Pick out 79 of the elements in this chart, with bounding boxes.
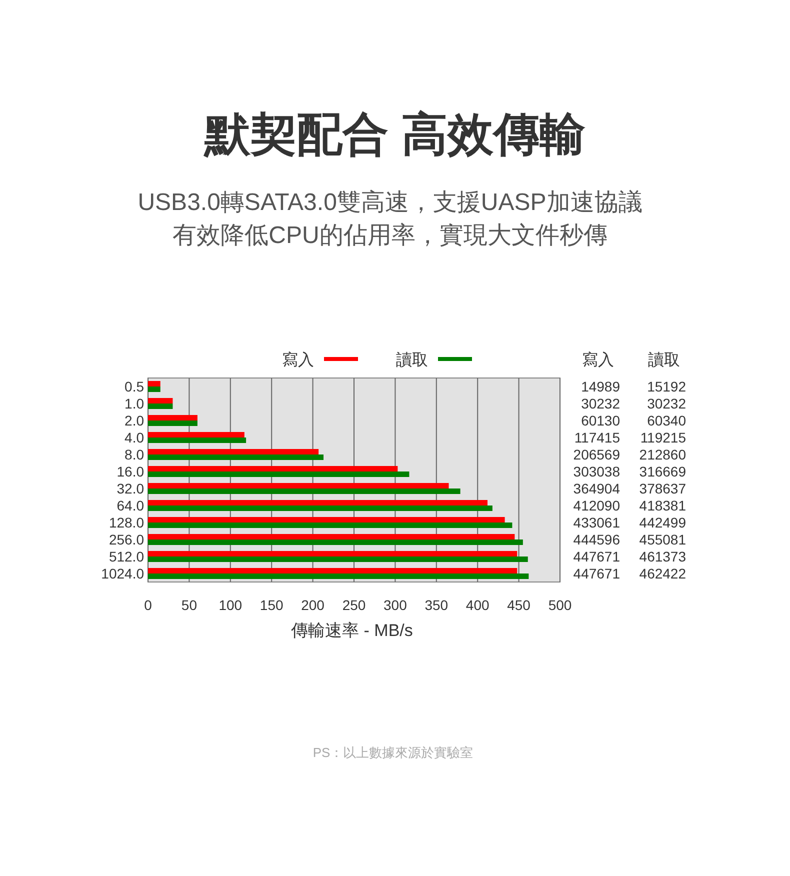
bar: [148, 472, 410, 477]
bar: [148, 534, 515, 540]
y-tick-label: 1.0: [124, 396, 144, 412]
text: 461373: [639, 548, 686, 564]
text: 寫入: [582, 352, 614, 369]
bar: [148, 574, 529, 579]
bar: [148, 386, 160, 392]
text: 206569: [573, 446, 620, 462]
text: 433061: [573, 514, 620, 530]
x-tick-label: 100: [218, 597, 242, 613]
x-tick-label: 0: [144, 597, 152, 613]
bar: [148, 449, 319, 454]
text: 447671: [573, 566, 620, 582]
y-tick-label: 512.0: [108, 548, 144, 564]
text: 316669: [639, 464, 686, 480]
x-tick-label: 50: [181, 597, 198, 613]
y-tick-label: 32.0: [116, 480, 144, 496]
x-tick-label: 150: [260, 597, 284, 613]
bar: [148, 540, 523, 545]
bar: [148, 522, 512, 528]
bar: [148, 488, 460, 494]
bar: [148, 381, 160, 386]
text: 303038: [573, 464, 620, 480]
text: 60130: [581, 412, 620, 428]
text: 讀取: [648, 352, 680, 369]
x-tick-label: 200: [301, 597, 325, 613]
text: 30232: [647, 396, 686, 412]
text: 378637: [639, 480, 686, 496]
bar: [148, 438, 246, 443]
y-tick-label: 64.0: [116, 498, 144, 514]
bar: [148, 483, 449, 488]
bar: [148, 500, 488, 506]
y-tick-label: 8.0: [124, 446, 144, 462]
bar: [148, 466, 398, 472]
legend-label: 讀取: [396, 351, 428, 369]
bar: [148, 432, 244, 438]
x-tick-label: 400: [466, 597, 490, 613]
bar: [148, 506, 492, 511]
y-tick-label: 0.5: [124, 378, 144, 394]
bar: [148, 398, 173, 404]
x-tick-label: 500: [548, 597, 572, 613]
text: 15192: [647, 378, 686, 394]
bar: [148, 454, 324, 460]
bar: [148, 568, 518, 574]
text: 462422: [639, 566, 686, 582]
bar: [148, 420, 198, 426]
text: PS：以上數據來源於實驗室: [312, 745, 474, 760]
text: 212860: [639, 446, 686, 462]
x-axis-title: 傳輸速率 - MB/s: [290, 621, 413, 640]
legend-label: 寫入: [282, 351, 314, 369]
bar: [148, 551, 518, 556]
y-tick-label: 128.0: [108, 514, 144, 530]
text: 442499: [639, 514, 686, 530]
text: 30232: [581, 396, 620, 412]
y-tick-label: 2.0: [124, 412, 144, 428]
x-tick-label: 250: [342, 597, 366, 613]
text: 412090: [573, 498, 620, 514]
bar: [148, 415, 198, 420]
y-tick-label: 4.0: [124, 430, 144, 446]
text: 60340: [647, 412, 686, 428]
text: 117415: [574, 430, 620, 446]
text: 444596: [573, 532, 620, 548]
text: 14989: [581, 378, 620, 394]
text: 455081: [639, 532, 686, 548]
chart-subtitle: USB3.0轉SATA3.0雙高速，支援UASP加速協議有效降低CPU的佔用率，實現大文件秒傳: [138, 189, 642, 249]
x-tick-label: 350: [424, 597, 448, 613]
x-tick-label: 450: [507, 597, 531, 613]
text: 119215: [640, 430, 686, 446]
text: 364904: [573, 480, 620, 496]
text: 418381: [639, 498, 686, 514]
x-tick-label: 300: [384, 597, 408, 613]
y-tick-label: 16.0: [116, 464, 144, 480]
chart-title: 默契配合 高效傳輸: [202, 108, 586, 160]
bar: [148, 556, 528, 562]
bar: [148, 404, 173, 409]
text: 447671: [573, 548, 620, 564]
y-tick-label: 256.0: [108, 532, 144, 548]
y-tick-label: 1024.0: [101, 566, 144, 582]
bar: [148, 517, 505, 522]
